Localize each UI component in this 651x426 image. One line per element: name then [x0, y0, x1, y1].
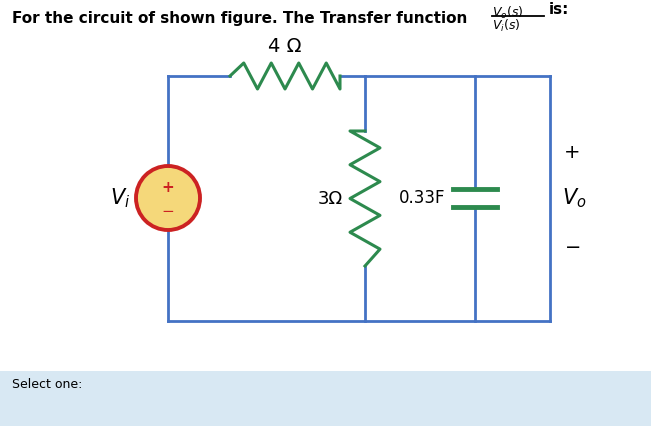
FancyBboxPatch shape — [0, 0, 651, 371]
Text: +: + — [161, 181, 174, 196]
Text: is:: is: — [549, 3, 570, 17]
Text: For the circuit of shown figure. The Transfer function: For the circuit of shown figure. The Tra… — [12, 11, 467, 26]
Text: $V_o(s)$: $V_o(s)$ — [492, 5, 523, 21]
FancyBboxPatch shape — [0, 371, 651, 426]
Text: $V_i(s)$: $V_i(s)$ — [492, 18, 521, 34]
Circle shape — [136, 166, 200, 230]
Text: 3Ω: 3Ω — [318, 190, 343, 207]
Text: 4 Ω: 4 Ω — [268, 37, 302, 56]
Text: $V_o$: $V_o$ — [562, 186, 587, 210]
Text: Select one:: Select one: — [12, 377, 83, 391]
Text: +: + — [564, 144, 580, 162]
Text: 0.33F: 0.33F — [398, 189, 445, 207]
Text: $V_i$: $V_i$ — [110, 186, 130, 210]
Text: $-$: $-$ — [564, 236, 580, 256]
FancyBboxPatch shape — [0, 0, 651, 31]
Text: $-$: $-$ — [161, 202, 174, 218]
